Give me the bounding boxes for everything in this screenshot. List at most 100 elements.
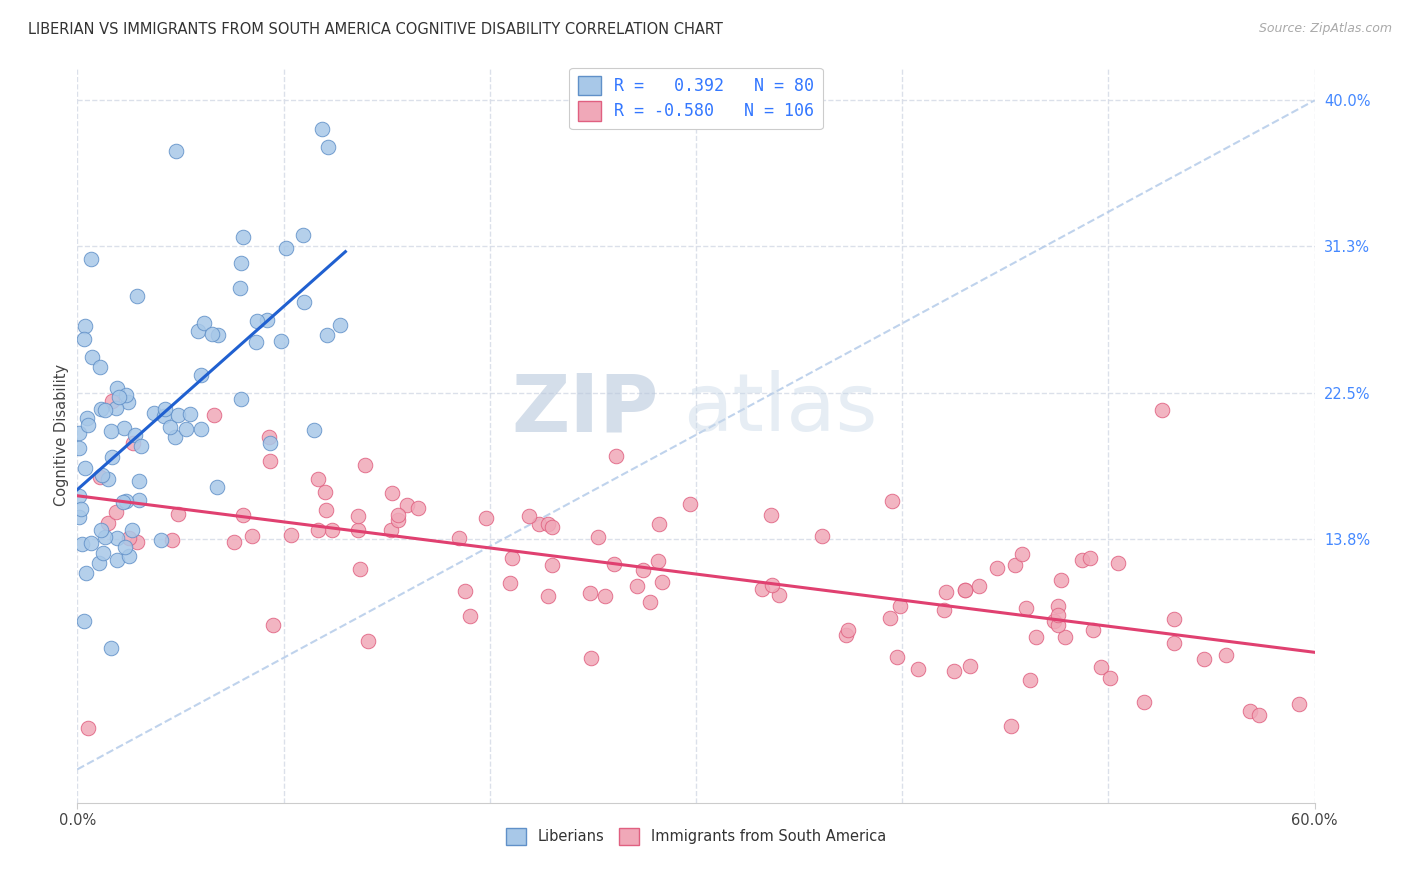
Point — [232, 508, 254, 522]
Legend: Liberians, Immigrants from South America: Liberians, Immigrants from South America — [499, 822, 893, 851]
Point — [586, 530, 609, 544]
Point — [167, 507, 190, 521]
Text: ZIP: ZIP — [512, 370, 659, 448]
Point — [346, 508, 368, 523]
Point — [541, 558, 564, 572]
Point — [307, 523, 329, 537]
Point — [259, 435, 281, 450]
Point — [1081, 623, 1104, 637]
Point — [118, 531, 141, 545]
Point — [1163, 612, 1185, 626]
Point — [101, 450, 124, 464]
Point — [1049, 573, 1071, 587]
Text: atlas: atlas — [683, 370, 877, 448]
Point — [100, 641, 122, 656]
Point — [67, 490, 90, 504]
Point — [100, 424, 122, 438]
Point — [316, 327, 339, 342]
Point — [302, 423, 325, 437]
Point — [292, 295, 315, 310]
Point — [232, 230, 254, 244]
Point — [129, 439, 152, 453]
Point — [311, 121, 333, 136]
Point — [935, 585, 957, 599]
Point — [768, 588, 790, 602]
Point — [105, 553, 128, 567]
Point — [1099, 671, 1122, 685]
Point — [90, 523, 112, 537]
Point — [105, 506, 128, 520]
Point — [380, 523, 402, 537]
Point — [73, 614, 96, 628]
Point — [70, 536, 93, 550]
Point — [190, 421, 212, 435]
Point — [76, 721, 98, 735]
Point — [354, 458, 377, 473]
Point — [67, 425, 90, 440]
Point — [70, 502, 93, 516]
Point — [270, 334, 292, 348]
Point — [1047, 607, 1070, 622]
Point — [761, 578, 783, 592]
Point — [1071, 553, 1094, 567]
Point — [240, 529, 263, 543]
Point — [76, 411, 98, 425]
Point — [105, 381, 128, 395]
Point — [94, 403, 117, 417]
Point — [880, 494, 903, 508]
Point — [943, 664, 966, 678]
Point — [207, 327, 229, 342]
Point — [1015, 600, 1038, 615]
Point — [307, 472, 329, 486]
Point — [499, 576, 522, 591]
Point — [449, 531, 471, 545]
Point — [90, 402, 112, 417]
Point — [75, 566, 97, 580]
Point — [349, 561, 371, 575]
Point — [579, 650, 602, 665]
Point — [87, 556, 110, 570]
Point — [190, 368, 212, 383]
Point — [454, 583, 477, 598]
Point — [519, 508, 541, 523]
Point — [889, 599, 911, 613]
Point — [128, 475, 150, 489]
Point — [1107, 557, 1129, 571]
Point — [579, 586, 602, 600]
Point — [647, 554, 669, 568]
Point — [127, 289, 149, 303]
Point — [1132, 696, 1154, 710]
Point — [112, 421, 135, 435]
Point — [229, 281, 252, 295]
Point — [73, 333, 96, 347]
Point — [932, 602, 955, 616]
Point — [879, 611, 901, 625]
Point — [280, 528, 302, 542]
Point — [67, 509, 90, 524]
Point — [121, 436, 143, 450]
Point — [886, 649, 908, 664]
Point — [291, 227, 314, 242]
Point — [1011, 547, 1033, 561]
Point — [245, 334, 267, 349]
Point — [1192, 652, 1215, 666]
Point — [633, 563, 655, 577]
Point — [651, 575, 673, 590]
Point — [117, 549, 139, 564]
Point — [1239, 704, 1261, 718]
Point — [955, 582, 977, 597]
Point — [259, 453, 281, 467]
Point — [246, 314, 269, 328]
Point — [167, 408, 190, 422]
Point — [91, 467, 114, 482]
Point — [201, 326, 224, 341]
Point — [315, 503, 337, 517]
Point — [321, 524, 343, 538]
Point — [105, 531, 128, 545]
Point — [759, 508, 782, 522]
Point — [1046, 599, 1069, 614]
Point — [108, 390, 131, 404]
Point — [1000, 719, 1022, 733]
Point — [262, 618, 284, 632]
Point — [165, 430, 187, 444]
